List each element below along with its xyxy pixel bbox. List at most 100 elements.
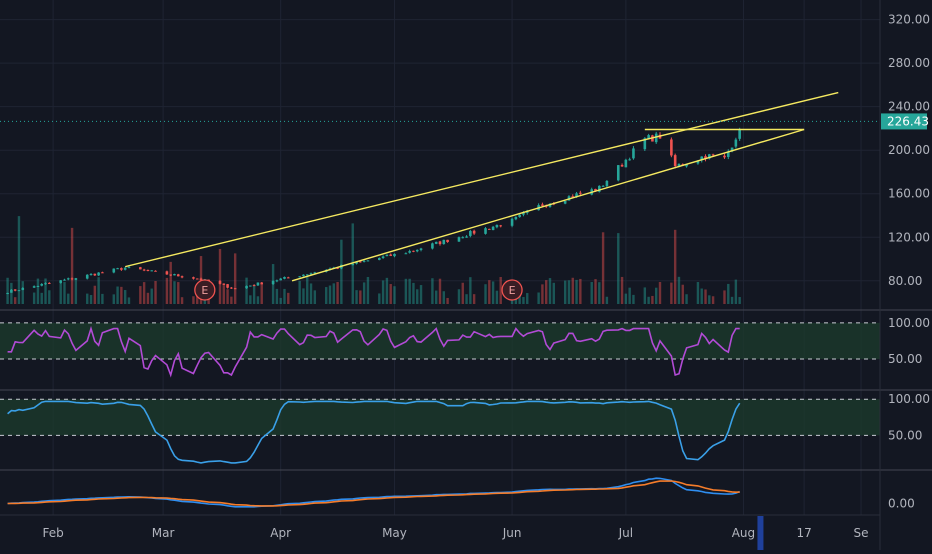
price-tick-label: 200.00 (888, 143, 930, 157)
candle (670, 137, 673, 158)
candle-body (362, 260, 366, 262)
candle (139, 266, 142, 270)
candle-body (381, 256, 385, 258)
candle (461, 236, 465, 239)
candle-body (469, 231, 472, 236)
volume-bar (359, 290, 362, 304)
candle-body (730, 147, 734, 152)
candle-body (63, 279, 66, 281)
price-axis[interactable]: 320.00 280.00 240.00 200.00 160.00 120.00 80.0… (888, 13, 930, 511)
candle-body (499, 225, 502, 227)
volume-bar (279, 297, 282, 304)
channel-line[interactable] (291, 128, 805, 282)
candle (616, 164, 620, 182)
volume-bar (590, 282, 593, 304)
time-axis[interactable]: Feb Mar Apr May Jun Jul Aug 17 Se (0, 514, 880, 550)
candle-body (643, 138, 647, 150)
candle (446, 239, 449, 243)
price-tick-label: 80.00 (888, 274, 922, 288)
candle (673, 153, 677, 169)
volume-bar (628, 287, 631, 304)
candle-body (74, 278, 78, 280)
volume-bar (563, 280, 567, 304)
candle-body (192, 277, 195, 279)
candle-body (571, 196, 575, 198)
candle-body (522, 212, 525, 215)
candle (389, 253, 392, 257)
candle-body (139, 267, 142, 270)
volume-bar (416, 289, 419, 304)
earnings-marker[interactable]: E (501, 279, 523, 301)
candle-body (275, 280, 279, 282)
volume-bar (734, 279, 738, 304)
volume-bar (461, 282, 464, 304)
volume-bar (256, 296, 260, 304)
candle (249, 285, 252, 287)
candle (305, 274, 309, 276)
volume-bar (146, 292, 150, 304)
volume-bar (419, 285, 423, 304)
candle (48, 282, 51, 285)
candle (40, 283, 44, 287)
rsi-tick-label: 50.00 (888, 352, 922, 366)
candle (620, 163, 624, 167)
volume-bar (336, 281, 339, 304)
candle-body (279, 278, 282, 281)
channel-lines[interactable] (125, 91, 839, 282)
candle (605, 180, 609, 188)
candle-body (442, 239, 446, 245)
volume-bar (704, 289, 707, 304)
volume-bar (700, 288, 703, 304)
volume-bar (154, 280, 157, 304)
time-tick-label: Apr (270, 526, 291, 540)
candle-body (620, 164, 624, 167)
volume-bar (677, 276, 681, 304)
candle-body (726, 151, 730, 157)
candle (13, 289, 17, 292)
volume-bar (260, 283, 263, 304)
candle (438, 240, 442, 246)
volume-bar (32, 292, 36, 304)
volume-bar (6, 277, 9, 304)
candle-body (180, 276, 184, 278)
volume-bar (738, 297, 741, 304)
earnings-marker[interactable]: E (194, 279, 216, 301)
candle-body (419, 248, 423, 250)
candle (359, 261, 362, 263)
volume-bar (643, 287, 647, 304)
candle (233, 288, 237, 290)
candle (32, 285, 36, 288)
candle (484, 227, 487, 235)
candle (598, 185, 601, 193)
volume-bar (393, 286, 396, 304)
candle (654, 131, 658, 144)
time-tick-label: Mar (152, 526, 175, 540)
candle-body (412, 250, 415, 252)
volume-bar (378, 293, 381, 304)
candle-body (230, 287, 233, 289)
volume-bar (48, 290, 51, 304)
volume-bar (670, 282, 673, 304)
candle (116, 267, 119, 270)
volume-bar (526, 293, 529, 304)
candle (408, 249, 411, 254)
candle (70, 277, 74, 281)
rsi-tick-label: 100.00 (888, 316, 930, 330)
volume-bar (469, 277, 472, 304)
volume-bar (36, 278, 40, 304)
volume-bar (89, 295, 93, 304)
candle (123, 267, 127, 271)
candle-body (491, 226, 495, 231)
candle (711, 153, 715, 156)
channel-line[interactable] (125, 91, 839, 268)
candle-body (708, 154, 711, 159)
volume-bar (13, 297, 17, 304)
candle (457, 236, 461, 242)
indicator-lines (7, 325, 741, 508)
volume-bar (245, 277, 248, 304)
volume-bar (708, 295, 711, 304)
candle (283, 276, 286, 280)
candle-body (628, 159, 631, 161)
